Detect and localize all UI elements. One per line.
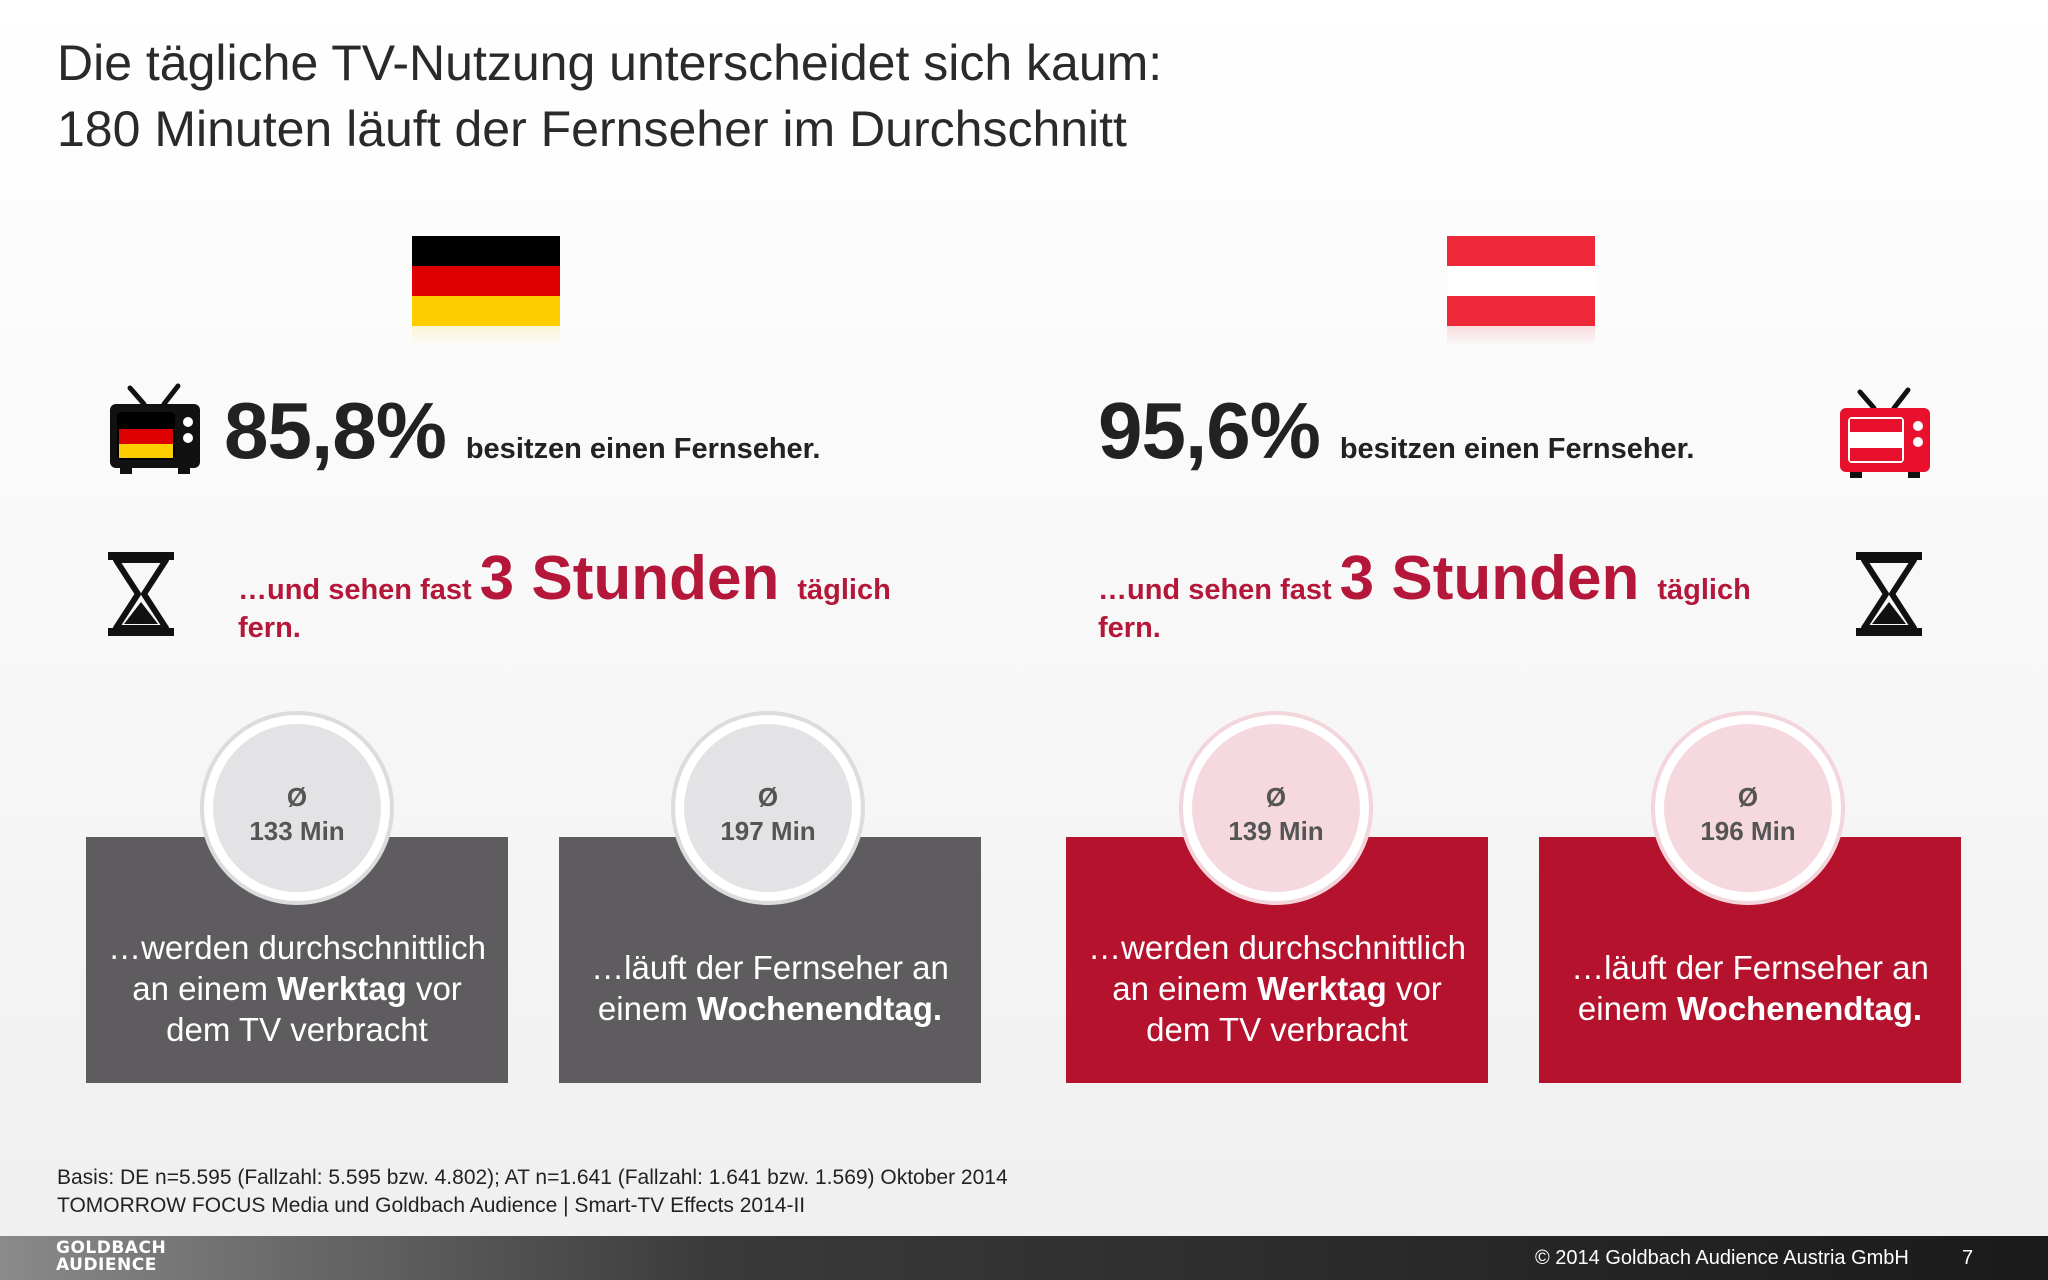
- average-symbol: Ø: [1737, 782, 1759, 812]
- footnote-line-2: TOMORROW FOCUS Media und Goldbach Audien…: [57, 1194, 806, 1217]
- germany-watch-post: täglich: [797, 574, 891, 606]
- slide-title-line-1: Die tägliche TV-Nutzung unterscheidet si…: [57, 35, 1163, 91]
- austria-watch-highlight: 3 Stunden: [1339, 544, 1640, 613]
- footer-bar: [0, 1236, 2048, 1280]
- austria-weekday-text-1: …werden durchschnittlich an einem: [1088, 928, 1466, 1007]
- germany-weekday-text-1: …werden durchschnittlich an einem: [108, 928, 486, 1007]
- austria-watch-pre: …und sehen fast: [1098, 574, 1332, 606]
- austria-ownership-label: besitzen einen Fernseher.: [1339, 433, 1695, 465]
- average-symbol: Ø: [1265, 782, 1287, 812]
- austria-ownership: 95,6% besitzen einen Fernseher.: [1098, 385, 1694, 477]
- austria-flag-icon: [1447, 236, 1595, 326]
- germany-weekend-average-badge: Ø 197 Min: [675, 715, 861, 901]
- slide-title: Die tägliche TV-Nutzung unterscheidet si…: [57, 30, 1162, 162]
- germany-ownership: 85,8% besitzen einen Fernseher.: [224, 385, 820, 477]
- hourglass-icon: [1856, 552, 1922, 636]
- germany-watch-time: …und sehen fast 3 Stunden täglich fern.: [238, 543, 998, 645]
- footnote-line-1: Basis: DE n=5.595 (Fallzahl: 5.595 bzw. …: [57, 1166, 1008, 1189]
- austria-weekday-minutes: 139 Min: [1228, 816, 1324, 846]
- germany-weekday-text-bold: Werktag: [277, 969, 407, 1007]
- austria-weekday-average-badge: Ø 139 Min: [1183, 715, 1369, 901]
- slide-title-line-2: 180 Minuten läuft der Fernseher im Durch…: [57, 101, 1127, 157]
- germany-ownership-percentage: 85,8%: [224, 386, 447, 475]
- germany-watch-highlight: 3 Stunden: [479, 544, 780, 613]
- austria-weekday-text-bold: Werktag: [1257, 969, 1387, 1007]
- austria-watch-line2: fern.: [1098, 612, 1161, 644]
- austria-watch-time: …und sehen fast 3 Stunden täglich fern.: [1098, 543, 1858, 645]
- average-symbol: Ø: [757, 782, 779, 812]
- tv-icon: [1840, 387, 1930, 478]
- germany-ownership-label: besitzen einen Fernseher.: [465, 433, 821, 465]
- germany-watch-pre: …und sehen fast: [238, 574, 472, 606]
- austria-weekend-average-badge: Ø 196 Min: [1655, 715, 1841, 901]
- germany-weekend-minutes: 197 Min: [720, 816, 816, 846]
- germany-flag-reflection: [412, 326, 560, 346]
- copyright-notice: © 2014 Goldbach Audience Austria GmbH: [1535, 1247, 1909, 1269]
- germany-weekend-text-1: …läuft der Fernseher an einem: [591, 949, 949, 1027]
- austria-ownership-percentage: 95,6%: [1098, 386, 1321, 475]
- source-footnote: Basis: DE n=5.595 (Fallzahl: 5.595 bzw. …: [57, 1164, 1008, 1220]
- average-symbol: Ø: [286, 782, 308, 812]
- page-number: 7: [1962, 1247, 1974, 1269]
- germany-weekday-minutes: 133 Min: [249, 816, 345, 846]
- austria-weekend-minutes: 196 Min: [1700, 816, 1796, 846]
- austria-flag-reflection: [1447, 326, 1595, 346]
- germany-weekday-card: …werden durchschnittlich an einem Werkta…: [86, 837, 508, 1083]
- goldbach-audience-logo: GOLDBACH AUDIENCE: [56, 1240, 166, 1274]
- tv-icon: [110, 383, 200, 474]
- germany-weekend-text-bold: Wochenendtag.: [696, 990, 943, 1027]
- germany-watch-line2: fern.: [238, 612, 301, 644]
- hourglass-icon: [108, 552, 174, 636]
- germany-flag-icon: [412, 236, 560, 326]
- germany-weekday-text-2: vor dem TV verbracht: [166, 969, 462, 1048]
- austria-watch-post: täglich: [1657, 574, 1751, 606]
- austria-weekend-text-1: …läuft der Fernseher an einem: [1571, 949, 1929, 1027]
- austria-weekend-text-bold: Wochenendtag.: [1676, 990, 1923, 1027]
- germany-weekday-average-badge: Ø 133 Min: [204, 715, 390, 901]
- austria-weekday-text-2: vor dem TV verbracht: [1146, 969, 1442, 1048]
- logo-line-1: GOLDBACH: [56, 1238, 167, 1258]
- logo-line-2: AUDIENCE: [56, 1255, 157, 1275]
